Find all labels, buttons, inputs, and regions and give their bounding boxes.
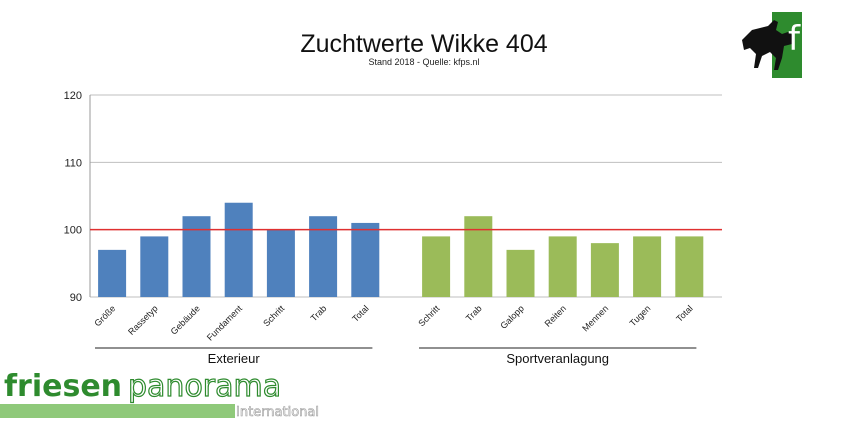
- y-axis: 90 100 110 120: [64, 90, 91, 304]
- brand-word-friesen: friesen: [4, 369, 122, 404]
- x-tick-label: Gebäude: [169, 303, 202, 336]
- brand-word-panorama: panorama: [128, 369, 281, 404]
- bar-galopp: [506, 249, 535, 297]
- x-tick-label: Rassetyp: [126, 303, 160, 337]
- y-tick-label: 120: [64, 90, 82, 102]
- brand-sub-international: International: [236, 405, 319, 420]
- x-tick-label: Trab: [309, 303, 329, 323]
- chart-title: Zuchtwerte Wikke 404: [300, 30, 548, 58]
- x-tick-label: Total: [350, 303, 371, 324]
- horse-icon: [742, 20, 794, 70]
- group-label: Exterieur: [208, 351, 261, 366]
- brand-green-stripe: [0, 404, 235, 418]
- bar-trab: [464, 216, 493, 297]
- friesenpanorama-logo: friesen panorama International: [0, 364, 340, 424]
- chart-subtitle: Stand 2018 - Quelle: kfps.nl: [368, 57, 480, 67]
- bar-fundament: [224, 202, 253, 297]
- x-tick-label: Galopp: [498, 303, 526, 331]
- bars: [98, 202, 704, 297]
- group-label: Sportveranlagung: [506, 351, 609, 366]
- bar-trab: [309, 216, 338, 297]
- x-tick-label: Mennen: [580, 303, 610, 333]
- x-tick-label: Fundament: [205, 303, 245, 343]
- bar-rassetyp: [140, 236, 169, 297]
- y-tick-label: 100: [64, 225, 82, 237]
- y-tick-label: 110: [64, 157, 82, 169]
- x-tick-label: Größe: [92, 303, 117, 328]
- x-tick-labels: Größe Rassetyp Gebäude Fundament Schritt Trab…: [92, 303, 694, 343]
- bar-reiten: [548, 236, 577, 297]
- bar-total: [675, 236, 704, 297]
- bar-mennen: [590, 243, 619, 297]
- group-labels: Exterieur Sportveranlagung: [95, 347, 697, 366]
- x-tick-label: Schritt: [416, 303, 441, 328]
- bar-gebäude: [182, 216, 211, 297]
- bar-tugen: [633, 236, 662, 297]
- y-tick-label: 90: [70, 292, 82, 304]
- x-tick-label: Reiten: [543, 303, 568, 328]
- bar-schritt: [266, 229, 295, 297]
- x-tick-label: Schritt: [261, 303, 286, 328]
- kfp-logo: fp: [738, 10, 838, 80]
- logo-text-f: fp: [788, 19, 822, 59]
- bar-größe: [98, 249, 127, 297]
- x-tick-label: Tugen: [628, 303, 653, 328]
- x-tick-label: Trab: [464, 303, 484, 323]
- bar-schritt: [422, 236, 451, 297]
- x-tick-label: Total: [674, 303, 695, 324]
- bar-total: [351, 222, 380, 297]
